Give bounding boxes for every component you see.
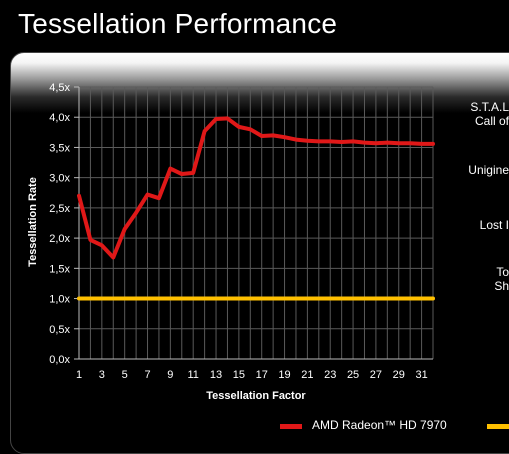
x-tick-label: 11 [187,369,198,381]
x-tick-label: 17 [256,369,268,381]
y-tick-label: 4,5x [49,82,70,94]
x-tick-label: 27 [370,369,382,381]
x-tick-label: 25 [347,369,359,381]
y-tick-label: 3,5x [49,142,70,154]
x-tick-label: 21 [301,369,313,381]
x-tick-label: 7 [144,369,150,381]
y-tick-label: 1,5x [49,263,70,275]
y-tick-label: 2,0x [49,233,70,245]
legend-swatch-series-1 [280,424,302,429]
side-label-4: Lost I [479,218,509,232]
side-label-6: Sh [494,279,509,293]
x-tick-label: 9 [167,369,173,381]
x-tick-label: 31 [415,369,427,381]
side-label-2: Call of [474,114,509,128]
x-tick-label: 3 [99,369,105,381]
legend-swatch-series-2 [487,424,509,429]
series-line-1 [77,116,435,260]
x-tick-label: 19 [278,369,290,381]
x-tick-label: 15 [233,369,245,381]
x-tick-label: 29 [393,369,405,381]
tessellation-chart: 0,0x 0,5x 1,0x 1,5x 2,0x 2,5x 3,0x 3,5x 4,0x 4,5x… [27,82,435,402]
x-tick-label: 23 [324,369,336,381]
chart-panel [10,52,509,454]
y-tick-label: 1,0x [49,294,70,306]
side-label-1: S.T.A.L [470,100,509,114]
y-tick-label: 4,0x [49,112,70,124]
y-tick-label: 0,5x [49,324,70,336]
x-tick-label: 13 [210,369,222,381]
x-tick-label: 5 [122,369,128,381]
y-tick-label: 2,5x [49,203,70,215]
y-tick-label: 0,0x [49,354,70,366]
legend-label-series-1: AMD Radeon™ HD 7970 [312,418,447,432]
y-tick-label: 3,0x [49,173,70,185]
side-label-5: To [496,265,509,279]
x-tick-label: 1 [76,369,82,381]
slide-title: Tessellation Performance [18,8,338,39]
y-axis-title: Tessellation Rate [27,177,39,267]
x-axis-title: Tessellation Factor [206,390,306,402]
side-label-3: Unigine [468,163,509,177]
